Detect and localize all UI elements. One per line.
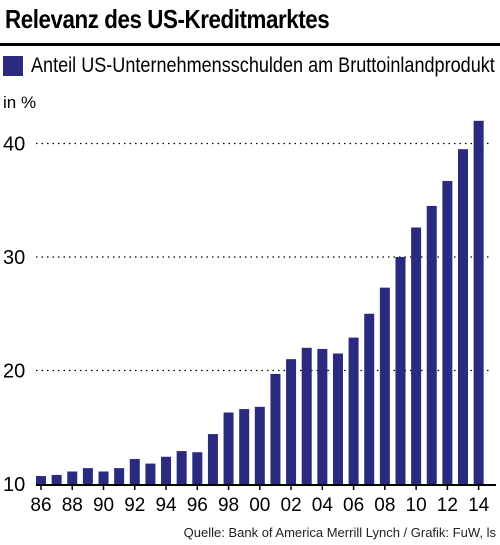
y-tick-label: 10 xyxy=(3,474,25,496)
bar-2008 xyxy=(379,287,390,484)
x-tick-label: 94 xyxy=(155,495,177,516)
bar-2013 xyxy=(458,149,469,484)
y-axis-label: in % xyxy=(3,93,36,112)
bar-1998 xyxy=(223,412,234,484)
x-tick-label: 02 xyxy=(281,495,302,516)
legend: Anteil US-Unternehmensschulden am Brutto… xyxy=(3,53,500,79)
bar-1989 xyxy=(82,468,93,484)
bar-2012 xyxy=(442,180,453,484)
bar-2000 xyxy=(254,406,265,484)
bar-1993 xyxy=(145,463,156,484)
y-tick-label: 30 xyxy=(3,247,25,269)
x-tick-label: 88 xyxy=(62,495,83,516)
bar-1990 xyxy=(98,471,109,484)
gridlines xyxy=(36,142,492,372)
x-tick-label: 14 xyxy=(468,495,490,516)
bar-2011 xyxy=(426,205,437,484)
bars xyxy=(36,120,484,485)
x-tick-labels: 86 88 90 92 94 96 98 00 02 04 06 08 10 12 14 xyxy=(30,485,490,516)
bar-2014 xyxy=(473,120,484,485)
bar-1986 xyxy=(36,476,46,484)
bar-2002 xyxy=(286,359,297,484)
x-tick-label: 86 xyxy=(30,495,51,516)
legend-swatch xyxy=(3,56,23,76)
x-tick-label: 08 xyxy=(374,495,395,516)
bar-1992 xyxy=(129,459,140,484)
source-note: Quelle: Bank of America Merrill Lynch / … xyxy=(183,525,496,540)
x-tick-label: 06 xyxy=(343,495,364,516)
bar-2007 xyxy=(364,313,375,484)
x-tick-label: 12 xyxy=(437,495,458,516)
x-tick-label: 98 xyxy=(218,495,239,516)
bar-1994 xyxy=(161,456,172,484)
bar-1997 xyxy=(207,434,218,484)
bar-2004 xyxy=(317,348,328,484)
bar-1988 xyxy=(67,471,78,484)
title-rule xyxy=(0,43,500,46)
y-tick-labels: 10 20 30 40 xyxy=(3,134,25,497)
bar-2003 xyxy=(301,347,312,484)
y-tick-label: 20 xyxy=(3,361,25,383)
bar-1999 xyxy=(239,409,250,484)
x-tick-label: 10 xyxy=(406,495,427,516)
bar-2010 xyxy=(411,227,422,485)
x-tick-label: 04 xyxy=(312,495,334,516)
x-tick-label: 00 xyxy=(249,495,270,516)
legend-label: Anteil US-Unternehmensschulden am Brutto… xyxy=(31,54,495,77)
bar-1987 xyxy=(51,474,62,484)
y-tick-label: 40 xyxy=(3,134,25,156)
bar-1991 xyxy=(114,468,125,484)
bar-2001 xyxy=(270,373,281,484)
bar-1996 xyxy=(192,452,203,484)
bar-2009 xyxy=(395,257,406,484)
x-tick-label: 92 xyxy=(124,495,145,516)
x-tick-label: 96 xyxy=(187,495,208,516)
bar-2006 xyxy=(348,337,359,484)
chart-title: Relevanz des US-Kreditmarktes xyxy=(5,4,330,34)
bar-2005 xyxy=(332,353,343,484)
x-tick-label: 90 xyxy=(93,495,114,516)
bar-1995 xyxy=(176,451,187,484)
